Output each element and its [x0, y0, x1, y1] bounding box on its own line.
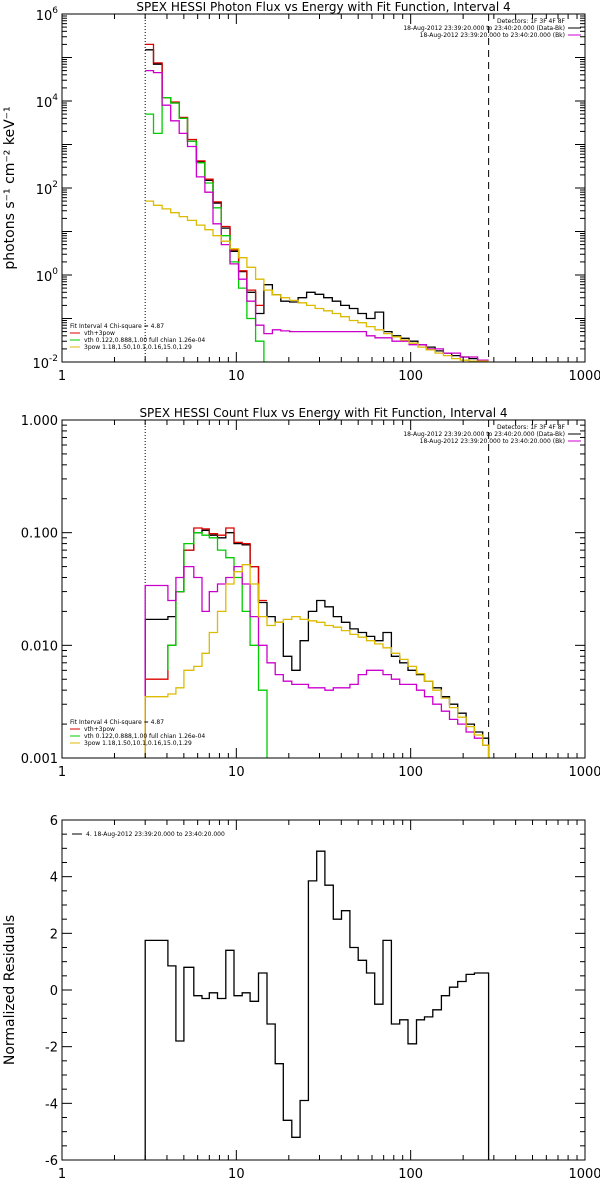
interval-label-0: 18-Aug-2012 23:39:20.000 to 23:40:20.000…: [403, 25, 565, 32]
fit-legend-title: Fit Interval 4 Chi-square = 4.87: [70, 323, 164, 330]
y-tick-label: 1.000: [21, 414, 58, 429]
y-tick-exponent: 2: [52, 180, 58, 190]
x-tick-label: 1000: [568, 369, 600, 384]
y-tick-base: 10: [36, 96, 53, 111]
y-axis-label: photons s⁻¹ cm⁻² keV⁻¹: [2, 106, 18, 269]
y-tick-label: 0: [50, 984, 58, 999]
y-tick-label: 102: [36, 180, 58, 198]
y-tick-label: -2: [45, 1041, 58, 1056]
y-tick-base: 10: [36, 9, 53, 24]
y-tick-label: 106: [36, 6, 59, 24]
count-flux-chart: 1 10 100 1000 0.001 0.010 0.100 1.000 SPEX HESSI…: [21, 406, 600, 780]
y-tick-base: 10: [32, 357, 49, 372]
detectors-label: Detectors: 1F 3F 4F 8F: [497, 18, 566, 25]
series-group: [144, 420, 490, 758]
x-tick-label: 1000: [568, 765, 600, 780]
x-tick-label: 100: [398, 1167, 423, 1182]
y-tick-exponent: -2: [49, 354, 58, 364]
series-line-2: [145, 96, 267, 362]
series-line-4: [145, 200, 489, 362]
interval-label-1: 18-Aug-2012 23:39:20.000 to 23:40:20.000…: [420, 32, 565, 39]
x-tick-label: 100: [398, 765, 423, 780]
fit-legend-label-0: vth+3pow: [84, 330, 115, 337]
fit-legend-label-2: 3pow 1.18,1.50,10.1,0.16,15.0,1.29: [84, 740, 192, 747]
x-tick-label: 10: [228, 1167, 245, 1182]
fit-legend-title: Fit Interval 4 Chi-square = 4.87: [70, 719, 164, 726]
y-tick-exponent: 0: [52, 267, 58, 277]
series-line-3: [144, 565, 490, 758]
x-tick-label: 1: [58, 369, 66, 384]
chart-title: SPEX HESSI Photon Flux vs Energy with Fi…: [136, 0, 510, 14]
y-axis-label: Normalized Residuals: [2, 915, 18, 1065]
fit-legend-label-0: vth+3pow: [84, 726, 115, 733]
y-tick-label: 2: [50, 927, 58, 942]
y-tick-label: 6: [50, 814, 58, 829]
series-line-0: [144, 850, 490, 1160]
series-group: [144, 14, 490, 362]
x-tick-label: 100: [398, 369, 423, 384]
y-tick-label: -6: [45, 1154, 58, 1169]
series-line-4: [144, 564, 490, 758]
plot-frame: [61, 419, 586, 759]
x-tick-label: 10: [228, 369, 245, 384]
y-tick-exponent: 6: [52, 6, 58, 16]
y-tick-label: 10-2: [32, 354, 58, 372]
fit-legend-label-2: 3pow 1.18,1.50,10.1,0.16,15.0,1.29: [84, 344, 192, 351]
plot-frame: [61, 819, 586, 1161]
detectors-label: Detectors: 1F 3F 4F 8F: [497, 424, 566, 431]
series-group: [144, 850, 490, 1160]
y-tick-exponent: 4: [52, 93, 58, 103]
series-line-2: [167, 532, 268, 758]
x-tick-label: 1: [58, 1167, 66, 1182]
y-tick-label: 100: [36, 267, 59, 285]
series-line-0: [144, 529, 490, 758]
y-tick-label: 0.001: [21, 752, 58, 767]
x-tick-label: 10: [228, 765, 245, 780]
fit-legend-label-1: vth 0.122,0.888,1.00 full chian 1.26e-04: [84, 337, 205, 344]
interval-label-0: 18-Aug-2012 23:39:20.000 to 23:40:20.000…: [403, 431, 565, 438]
series-line-3: [145, 69, 489, 361]
y-tick-label: 0.010: [21, 639, 58, 654]
y-tick-base: 10: [36, 183, 53, 198]
chart-title: SPEX HESSI Count Flux vs Energy with Fit…: [139, 406, 507, 420]
y-tick-base: 10: [36, 270, 53, 285]
x-tick-label: 1: [58, 765, 66, 780]
y-tick-label: 4: [50, 871, 58, 886]
x-tick-label: 1000: [568, 1167, 600, 1182]
y-tick-label: -4: [45, 1097, 58, 1112]
series-line-0: [145, 49, 489, 361]
fit-legend-label-1: vth 0.122,0.888,1.00 full chian 1.26e-04: [84, 733, 205, 740]
interval-label-1: 18-Aug-2012 23:39:20.000 to 23:40:20.000…: [420, 438, 565, 445]
residual-legend-label-0: 4. 18-Aug-2012 23:39:20.000 to 23:40:20.…: [86, 831, 225, 838]
y-tick-label: 104: [36, 93, 59, 111]
residuals-chart: 1 10 100 1000 -6 -4 -2 0 2 4 6 Normalized Residuals…: [2, 814, 600, 1182]
y-tick-label: 0.100: [21, 527, 58, 542]
